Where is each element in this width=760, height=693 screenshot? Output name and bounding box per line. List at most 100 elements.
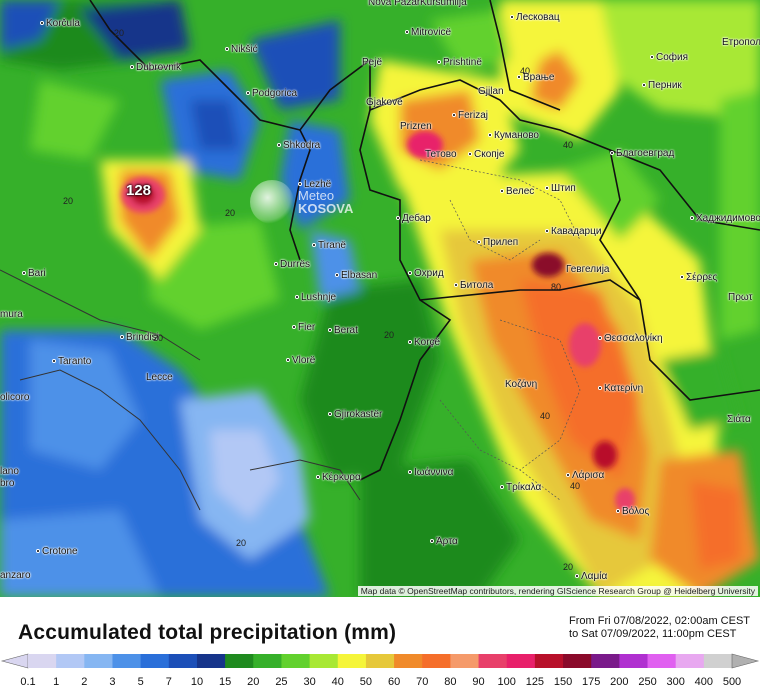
date-from: From Fri 07/08/2022, 02:00am CEST	[569, 615, 750, 627]
legend-tick-label: 70	[416, 676, 429, 688]
legend-tick-label: 5	[137, 676, 144, 688]
city-label: Прилеп	[477, 237, 518, 248]
city-label: Хаджидимово	[690, 213, 760, 224]
city-name: Podgorica	[252, 88, 298, 99]
legend-swatch	[56, 654, 85, 668]
city-name: Κοζάνη	[505, 379, 538, 390]
legend-tick-label: 7	[165, 676, 172, 688]
city-label: Σέρρες	[680, 272, 717, 283]
city-name: Τρίκαλα	[506, 482, 542, 493]
city-label: Ιωάννινα	[408, 467, 453, 478]
city-label: Mitrovicë	[405, 27, 451, 38]
city-dot-icon	[408, 271, 412, 276]
city-name: Перник	[648, 80, 682, 91]
city-name: Кавадарци	[551, 226, 602, 237]
city-name: bro	[0, 478, 15, 489]
city-label: mura	[0, 309, 23, 320]
city-name: Nova Pazar	[368, 0, 421, 8]
city-dot-icon	[510, 15, 514, 20]
city-name: Crotone	[42, 546, 78, 557]
city-dot-icon	[130, 65, 134, 70]
city-dot-icon	[488, 133, 492, 138]
legend-swatch	[591, 654, 620, 668]
city-label: Bari	[22, 268, 46, 279]
city-dot-icon	[545, 229, 549, 234]
city-label: Nikšić	[225, 44, 258, 55]
precipitation-field	[0, 0, 760, 597]
city-name: lano	[0, 466, 19, 477]
city-label: Taranto	[52, 356, 91, 367]
city-label: Berat	[328, 325, 358, 336]
city-dot-icon	[598, 386, 602, 391]
contour-label: 20	[63, 196, 74, 206]
legend-swatch	[309, 654, 339, 668]
legend-swatch	[112, 654, 142, 668]
city-label: Дебар	[396, 213, 431, 224]
city-label: Fier	[292, 322, 315, 333]
legend-tick-label: 125	[525, 676, 545, 688]
legend-tick-label: 500	[722, 676, 742, 688]
map-attribution[interactable]: Map data © OpenStreetMap contributors, r…	[357, 586, 758, 596]
city-dot-icon	[405, 30, 409, 35]
city-label: Podgorica	[246, 88, 297, 99]
city-label: Велес	[500, 186, 534, 197]
city-label: olicoro	[0, 392, 29, 403]
city-label: Κέρκυρα	[316, 472, 361, 483]
city-dot-icon	[40, 21, 44, 26]
city-name: Πρωτ	[728, 292, 753, 303]
city-name: Ιωάννινα	[414, 467, 454, 478]
city-label: Crotone	[36, 546, 78, 557]
legend-swatch	[281, 654, 311, 668]
forecast-period: From Fri 07/08/2022, 02:00am CEST to Sat…	[569, 615, 750, 641]
city-name: Tiranë	[318, 240, 346, 251]
legend-tick-label: 30	[303, 676, 316, 688]
city-dot-icon	[680, 275, 684, 280]
city-label: anzaro	[0, 570, 31, 581]
legend-swatch	[534, 654, 564, 668]
city-label: Тетово	[425, 149, 457, 160]
city-label: Λαμία	[575, 571, 607, 582]
city-label: Врање	[517, 72, 554, 83]
city-label: Θεσσαλονίκη	[598, 333, 663, 344]
city-name: Prizren	[400, 121, 432, 132]
date-to: to Sat 07/09/2022, 11:00pm CEST	[569, 628, 737, 640]
city-label: Лесковац	[510, 12, 560, 23]
city-dot-icon	[298, 182, 302, 187]
city-dot-icon	[328, 412, 332, 417]
city-name: Vlorë	[292, 355, 316, 366]
city-label: Gjirokastër	[328, 409, 382, 420]
city-dot-icon	[598, 336, 602, 341]
city-label: Pejë	[362, 57, 382, 68]
city-dot-icon	[477, 240, 481, 245]
legend-arrow-right-icon	[731, 653, 760, 669]
legend-swatch	[703, 654, 733, 668]
city-name: mura	[0, 309, 23, 320]
city-name: Durrës	[280, 259, 311, 270]
city-name: Pejë	[362, 57, 383, 68]
city-name: Битола	[460, 280, 494, 291]
city-dot-icon	[286, 358, 290, 363]
city-name: Велес	[506, 186, 535, 197]
contour-label: 40	[540, 411, 551, 421]
city-name: Хаджидимово	[696, 213, 760, 224]
contour-label: 20	[563, 562, 574, 572]
precipitation-map[interactable]: Korčula Dubrovnik Nikšić Podgorica Shkod…	[0, 0, 760, 597]
legend-tick-label: 10	[190, 676, 204, 688]
city-name: Ferizaj	[458, 110, 489, 121]
city-dot-icon	[500, 189, 504, 194]
watermark-line2: KOSOVA	[298, 201, 354, 216]
city-name: Lecce	[146, 372, 173, 383]
city-label: Prishtinë	[437, 57, 482, 68]
legend-swatch	[28, 654, 57, 668]
city-name: Korčula	[46, 18, 80, 29]
city-dot-icon	[36, 549, 40, 554]
legend-tick-label: 150	[553, 676, 573, 688]
city-name: Κατερίνη	[604, 383, 644, 394]
city-name: olicoro	[0, 392, 30, 403]
legend-swatch	[422, 654, 451, 668]
city-label: Shkodra	[277, 140, 320, 151]
city-dot-icon	[274, 262, 278, 267]
legend-tick-label: 3	[109, 676, 116, 688]
legend-tick-label: 60	[387, 676, 401, 688]
city-label: Βόλος	[616, 506, 649, 517]
